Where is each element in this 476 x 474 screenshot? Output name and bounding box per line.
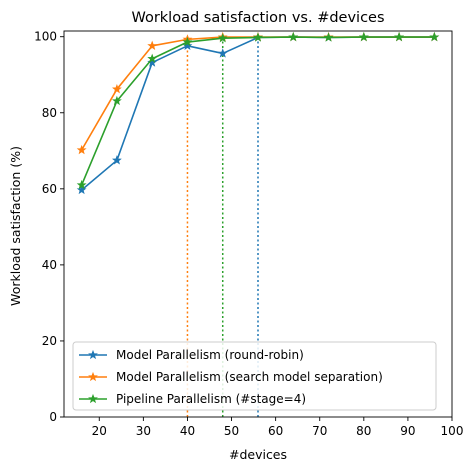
- x-tick-label: 60: [268, 424, 283, 438]
- data-point: [217, 48, 228, 58]
- x-tick-label: 20: [92, 424, 107, 438]
- legend-label: Model Parallelism (round-robin): [116, 348, 304, 362]
- legend-item-2: Model Parallelism (search model separati…: [79, 370, 383, 384]
- series-3: [76, 31, 440, 190]
- y-axis-label: Workload satisfaction (%): [8, 146, 23, 306]
- x-tick-label: 90: [400, 424, 415, 438]
- x-tick-label: 80: [356, 424, 371, 438]
- y-tick-label: 20: [42, 334, 57, 348]
- data-point: [182, 40, 193, 51]
- legend-star-marker: [88, 349, 98, 360]
- x-tick-label: 30: [136, 424, 151, 438]
- data-point: [323, 32, 334, 42]
- y-tick-label: 100: [34, 30, 57, 44]
- y-tick-label: 40: [42, 258, 57, 272]
- axes-frame: [63, 30, 453, 418]
- y-tick-label: 60: [42, 182, 57, 196]
- data-point: [147, 53, 158, 63]
- data-point: [288, 31, 299, 42]
- chart-title: Workload satisfaction vs. #devices: [131, 10, 384, 26]
- legend-label: Pipeline Parallelism (#stage=4): [116, 392, 306, 406]
- data-point: [429, 31, 440, 42]
- x-tick-label: 100: [441, 424, 464, 438]
- x-tick-label: 70: [312, 424, 327, 438]
- data-point: [182, 36, 193, 47]
- legend-star-marker: [88, 371, 98, 382]
- data-point: [112, 95, 122, 106]
- data-point: [253, 32, 263, 42]
- data-point: [112, 84, 122, 94]
- data-point: [394, 31, 404, 42]
- legend-star-marker: [88, 393, 98, 404]
- data-point: [76, 144, 87, 155]
- data-point: [147, 57, 158, 67]
- legend-label: Model Parallelism (search model separati…: [116, 370, 383, 384]
- data-point: [76, 184, 87, 195]
- x-tick-label: 50: [224, 424, 239, 438]
- data-point: [76, 179, 87, 190]
- legend: Model Parallelism (round-robin) Model Par…: [72, 341, 437, 411]
- data-point: [112, 155, 122, 165]
- legend-item-3: Pipeline Parallelism (#stage=4): [79, 392, 306, 406]
- data-point: [217, 33, 228, 43]
- legend-item-1: Model Parallelism (round-robin): [79, 348, 304, 362]
- data-point: [147, 40, 158, 51]
- axes: 20 30 40 50 60 70 80 90 100 0 20 40 60 80 100: [34, 30, 463, 438]
- y-tick-label: 0: [49, 410, 57, 424]
- data-point: [358, 31, 369, 42]
- x-axis-label: #devices: [229, 447, 287, 462]
- y-tick-label: 80: [42, 106, 57, 120]
- x-tick-label: 40: [180, 424, 195, 438]
- legend-box: [72, 341, 437, 411]
